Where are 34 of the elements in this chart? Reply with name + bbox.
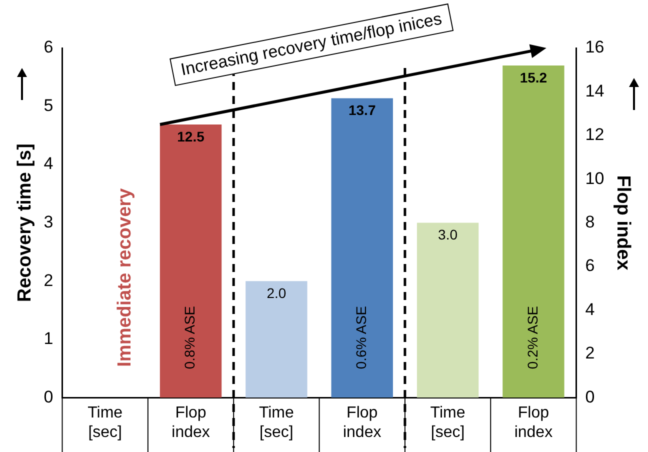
y2-tick-label: 6 — [585, 256, 595, 276]
data-label: 12.5 — [177, 128, 205, 144]
y2-tick-label: 8 — [585, 212, 595, 232]
y2-tick-label: 12 — [585, 125, 604, 144]
x-tick-label: Flop index — [342, 404, 382, 441]
x-tick-label: Time [sec] — [258, 404, 294, 441]
y-tick-label: 3 — [44, 212, 54, 232]
data-label: 15.2 — [520, 69, 548, 86]
y2-tick-label: 2 — [585, 344, 595, 363]
y-axis-title: Recovery time [s] — [14, 144, 36, 302]
y2-tick-label: 14 — [585, 81, 604, 100]
x-tick-label: Time [sec] — [88, 404, 123, 441]
annotation: Immediate recovery — [114, 188, 136, 367]
annotation: 0.2% ASE — [524, 306, 540, 370]
x-tick-label: Flop index — [514, 404, 553, 441]
y2-axis-title: Flop index — [612, 175, 634, 271]
y-tick-label: 6 — [44, 38, 54, 57]
y-tick-label: 4 — [44, 154, 54, 174]
annotation: Increasing recovery time/flop inices — [169, 4, 454, 86]
y2-tick-label: 0 — [585, 387, 595, 406]
y-tick-label: 0 — [44, 387, 54, 406]
y-tick-label: 2 — [44, 270, 54, 290]
x-tick-label: Flop index — [172, 404, 210, 441]
y2-tick-label: 4 — [585, 300, 595, 319]
y-tick-label: 5 — [44, 96, 54, 115]
data-label: 3.0 — [438, 226, 458, 243]
x-tick-label: Time [sec] — [430, 404, 466, 441]
data-label: 2.0 — [266, 284, 286, 301]
y2-tick-label: 16 — [585, 38, 604, 57]
data-label: 13.7 — [348, 102, 376, 118]
annotation: 0.6% ASE — [352, 306, 369, 370]
annotation: 0.8% ASE — [182, 306, 198, 370]
y2-tick-label: 10 — [585, 168, 604, 188]
y-tick-label: 1 — [44, 329, 54, 348]
